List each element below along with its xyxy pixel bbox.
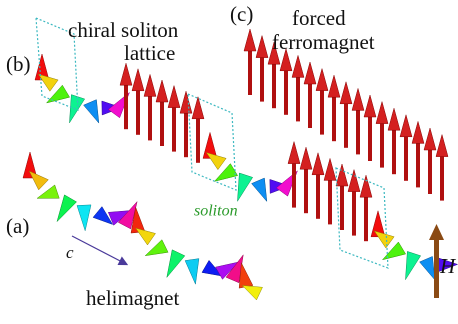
arrow-part — [352, 88, 364, 110]
arrow-part — [167, 250, 185, 278]
arrow-part — [239, 263, 253, 288]
axis-label: c — [66, 243, 74, 262]
arrow-part — [352, 190, 356, 236]
arrow-part — [237, 173, 252, 201]
arrow-part — [296, 75, 300, 121]
arrow-part — [424, 128, 436, 150]
arrow-part — [316, 69, 328, 91]
arrow-part — [328, 75, 340, 97]
arrow-part — [292, 55, 304, 77]
label: chiral soliton — [68, 18, 179, 42]
arrow-part — [405, 251, 420, 279]
arrow-part — [368, 115, 372, 161]
arrow-part — [260, 56, 264, 102]
arrow-part — [332, 95, 336, 141]
arrow-part — [416, 141, 420, 187]
arrow-part — [340, 82, 352, 104]
arrow-part — [388, 108, 400, 130]
arrow-part — [316, 173, 320, 219]
soliton-label: soliton — [194, 203, 238, 220]
arrow-part — [124, 83, 128, 129]
arrow-part — [360, 175, 372, 197]
arrow-part — [412, 121, 424, 143]
arrow-part — [244, 29, 256, 51]
label: ferromagnet — [272, 30, 375, 54]
arrow-part — [304, 167, 308, 213]
arrow-part — [376, 102, 388, 124]
arrow-part — [328, 178, 332, 224]
arrow-part — [242, 285, 262, 299]
arrow-part — [248, 49, 252, 95]
arrow-part — [84, 100, 99, 123]
arrow-part — [69, 95, 84, 123]
arrow-part — [29, 171, 48, 190]
arrow-part — [77, 205, 91, 231]
arrow-part — [148, 94, 152, 140]
arrow-part — [185, 259, 199, 285]
arrow-part — [320, 89, 324, 135]
arrow-part — [356, 108, 360, 154]
arrow-part — [120, 63, 132, 85]
arrow-part — [284, 69, 288, 115]
arrow-part — [324, 158, 336, 180]
arrow-part — [364, 95, 376, 117]
arrow-part — [180, 91, 192, 113]
arrow-part — [184, 111, 188, 157]
arrow-part — [168, 86, 180, 108]
arrow-part — [304, 62, 316, 84]
arrow-part — [288, 142, 300, 164]
arrow-part — [392, 128, 396, 174]
panel-label: (c) — [230, 2, 253, 26]
label: lattice — [124, 41, 175, 65]
arrow-part — [404, 135, 408, 181]
arrow-part — [252, 178, 267, 201]
panel-label: (b) — [6, 52, 31, 76]
arrow-part — [428, 148, 432, 194]
arrow-part — [400, 115, 412, 137]
arrow-part — [440, 155, 444, 201]
arrow-part — [156, 80, 168, 102]
panel-label: (a) — [6, 214, 29, 238]
arrow-part — [336, 164, 348, 186]
field-label: H — [439, 254, 457, 278]
arrow-part — [300, 147, 312, 169]
label: forced — [292, 6, 346, 30]
arrow-part — [340, 184, 344, 230]
figure: (c) forced ferromagnet chiral soliton la… — [0, 0, 458, 324]
arrow-part — [132, 69, 144, 91]
arrow-part — [272, 62, 276, 108]
arrow-part — [292, 162, 296, 208]
arrow-part — [57, 195, 77, 222]
c-axis-arrow — [72, 236, 126, 264]
arrow-part — [364, 195, 368, 241]
arrow-part — [436, 135, 448, 157]
arrow-part — [256, 36, 268, 58]
arrow-part — [348, 170, 360, 192]
arrow-part — [172, 106, 176, 152]
spin-arrows — [23, 29, 458, 300]
arrow-part — [160, 100, 164, 146]
label: helimagnet — [86, 286, 179, 310]
arrow-part — [144, 74, 156, 96]
arrow-part — [380, 122, 384, 168]
arrow-part — [196, 117, 200, 163]
arrow-part — [136, 89, 140, 135]
arrow-part — [136, 228, 156, 245]
arrow-part — [420, 256, 435, 279]
arrow-part — [308, 82, 312, 128]
arrow-part — [312, 153, 324, 175]
arrow-part — [192, 97, 204, 119]
arrow-part — [344, 102, 348, 148]
